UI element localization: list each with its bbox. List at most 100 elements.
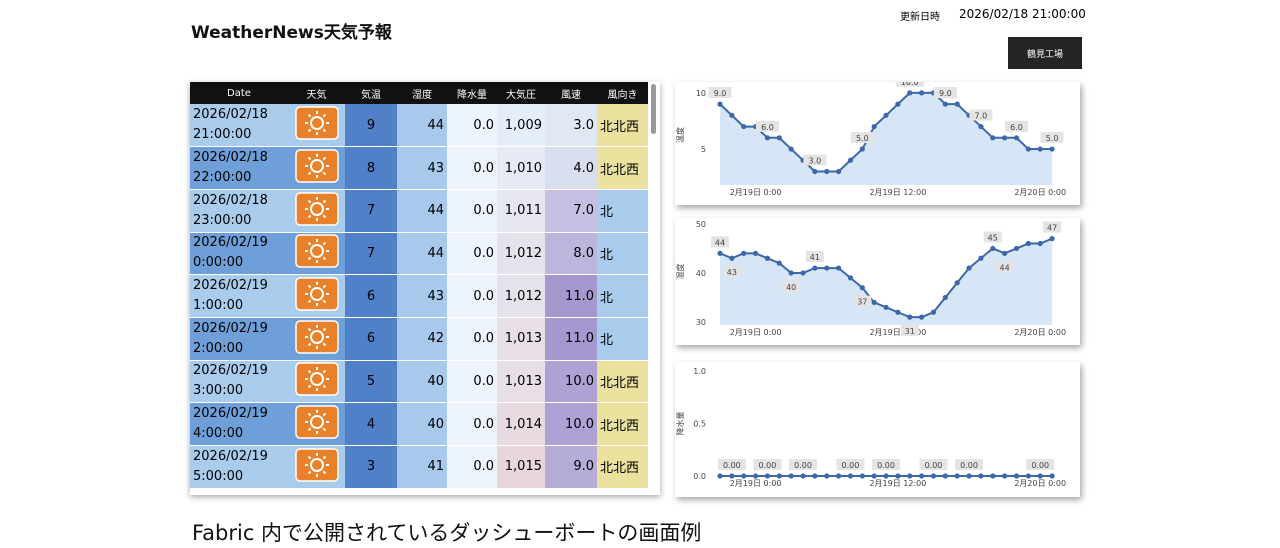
value-cell: 0.0 xyxy=(447,189,497,233)
weather-cell xyxy=(288,445,345,489)
point xyxy=(729,255,735,261)
date-cell: 2026/02/18 22:00:00 xyxy=(190,146,288,190)
direction-cell: 北北西 xyxy=(597,104,648,148)
point xyxy=(919,473,925,479)
weather-cell xyxy=(288,360,345,404)
label-box xyxy=(717,459,746,470)
point xyxy=(741,473,747,479)
x-tick-label: 2月19日 0:00 xyxy=(730,188,782,197)
column-header: 風向き xyxy=(597,82,648,104)
point xyxy=(1037,473,1043,479)
point xyxy=(1002,250,1008,256)
data-label: 0.00 xyxy=(1031,461,1049,470)
label-box xyxy=(836,459,865,470)
point xyxy=(824,473,830,479)
y-tick-label: 1.0 xyxy=(693,367,706,376)
point xyxy=(1037,240,1043,247)
data-label: 5.0 xyxy=(1046,134,1059,143)
point xyxy=(1013,245,1020,252)
point xyxy=(1002,473,1008,479)
x-tick-label: 2月19日 12:00 xyxy=(869,188,926,197)
x-tick-label: 2月19日 12:00 xyxy=(869,328,926,337)
data-label: 40 xyxy=(786,283,796,292)
x-tick-label: 2月19日 0:00 xyxy=(730,328,782,337)
area xyxy=(720,92,1053,185)
point xyxy=(752,250,759,256)
value-cell: 1,013 xyxy=(497,360,545,404)
point xyxy=(1013,473,1020,479)
point xyxy=(776,135,782,141)
y-tick-label: 40 xyxy=(696,269,706,278)
value-cell: 0.0 xyxy=(447,360,497,404)
date-cell: 2026/02/19 4:00:00 xyxy=(190,402,288,446)
value-cell: 6 xyxy=(345,317,397,361)
column-header: 気温 xyxy=(345,82,397,104)
value-cell: 1,012 xyxy=(497,232,545,276)
point xyxy=(907,473,913,479)
value-cell: 41 xyxy=(397,445,447,489)
point xyxy=(1037,146,1043,152)
point xyxy=(942,294,948,301)
data-label: 44 xyxy=(1000,263,1010,272)
label-box xyxy=(1005,120,1028,132)
data-label: 7.0 xyxy=(975,112,988,121)
label-box xyxy=(853,295,872,307)
value-cell: 6 xyxy=(345,274,397,318)
table-row: 2026/02/18 23:00:00 7 44 0.0 1,011 7.0 北 xyxy=(190,189,648,233)
y-tick-label: 10 xyxy=(696,89,706,98)
chart-panel: 5 10 温度 2月19日 0:00 2月19日 12:00 2月20日 0:00 9.0 6… xyxy=(675,75,1080,205)
date-cell: 2026/02/19 1:00:00 xyxy=(190,274,288,318)
y-axis-label: 降水量 xyxy=(675,412,685,436)
site-button[interactable]: 鶴見工場 xyxy=(1008,37,1082,69)
point xyxy=(1025,146,1031,152)
point xyxy=(954,280,960,286)
label-box xyxy=(722,266,741,278)
table-row: 2026/02/19 4:00:00 4 40 0.0 1,014 10.0 北北西 xyxy=(190,402,648,446)
point xyxy=(717,473,723,479)
label-box xyxy=(955,459,984,470)
caption: Fabric 内で公開されているダッシューボートの画面例 xyxy=(192,521,702,545)
date-cell: 2026/02/19 0:00:00 xyxy=(190,232,288,276)
column-header: 風速 xyxy=(545,82,597,104)
scrollbar[interactable] xyxy=(651,84,656,134)
point xyxy=(836,473,842,479)
weather-cell xyxy=(288,274,345,318)
data-label: 0.00 xyxy=(960,461,978,470)
point xyxy=(895,101,901,107)
y-tick-label: 0.5 xyxy=(693,420,706,429)
direction-cell: 北北西 xyxy=(597,402,648,446)
table-row: 2026/02/19 5:00:00 3 41 0.0 1,015 9.0 北北西 xyxy=(190,445,648,489)
date-cell: 2026/02/19 5:00:00 xyxy=(190,445,288,489)
point xyxy=(871,299,877,306)
x-tick-label: 2月20日 0:00 xyxy=(1014,188,1066,197)
data-label: 44 xyxy=(715,238,725,247)
value-cell: 10.0 xyxy=(545,360,597,404)
point xyxy=(990,135,996,141)
y-tick-label: 50 xyxy=(696,220,706,229)
point xyxy=(788,146,794,152)
column-header: Date xyxy=(190,82,288,104)
chart: 30 40 50 湿度 2月19日 0:00 2月19日 12:00 2月20日 0:00 4… xyxy=(675,220,1066,337)
x-tick-label: 2月19日 12:00 xyxy=(869,479,926,488)
label-box xyxy=(900,325,919,337)
updated-value: 2026/02/18 21:00:00 xyxy=(959,7,1086,21)
point xyxy=(895,309,901,315)
point xyxy=(741,250,747,256)
label-box xyxy=(753,459,782,470)
value-cell: 11.0 xyxy=(545,317,597,361)
value-cell: 10.0 xyxy=(545,402,597,446)
column-header: 大気圧 xyxy=(497,82,545,104)
value-cell: 40 xyxy=(397,402,447,446)
weather-cell xyxy=(288,146,345,190)
value-cell: 43 xyxy=(397,274,447,318)
table: Date 天気 気温 湿度 降水量 大気圧 風速 風向き 2026/02/18 21:00:00… xyxy=(190,82,648,489)
point xyxy=(942,473,948,479)
data-label: 0.00 xyxy=(794,461,812,470)
label-box xyxy=(711,236,729,248)
direction-cell: 北 xyxy=(597,189,648,233)
point xyxy=(930,309,937,315)
point xyxy=(942,101,948,107)
point xyxy=(966,265,972,271)
value-cell: 1,011 xyxy=(497,189,545,233)
